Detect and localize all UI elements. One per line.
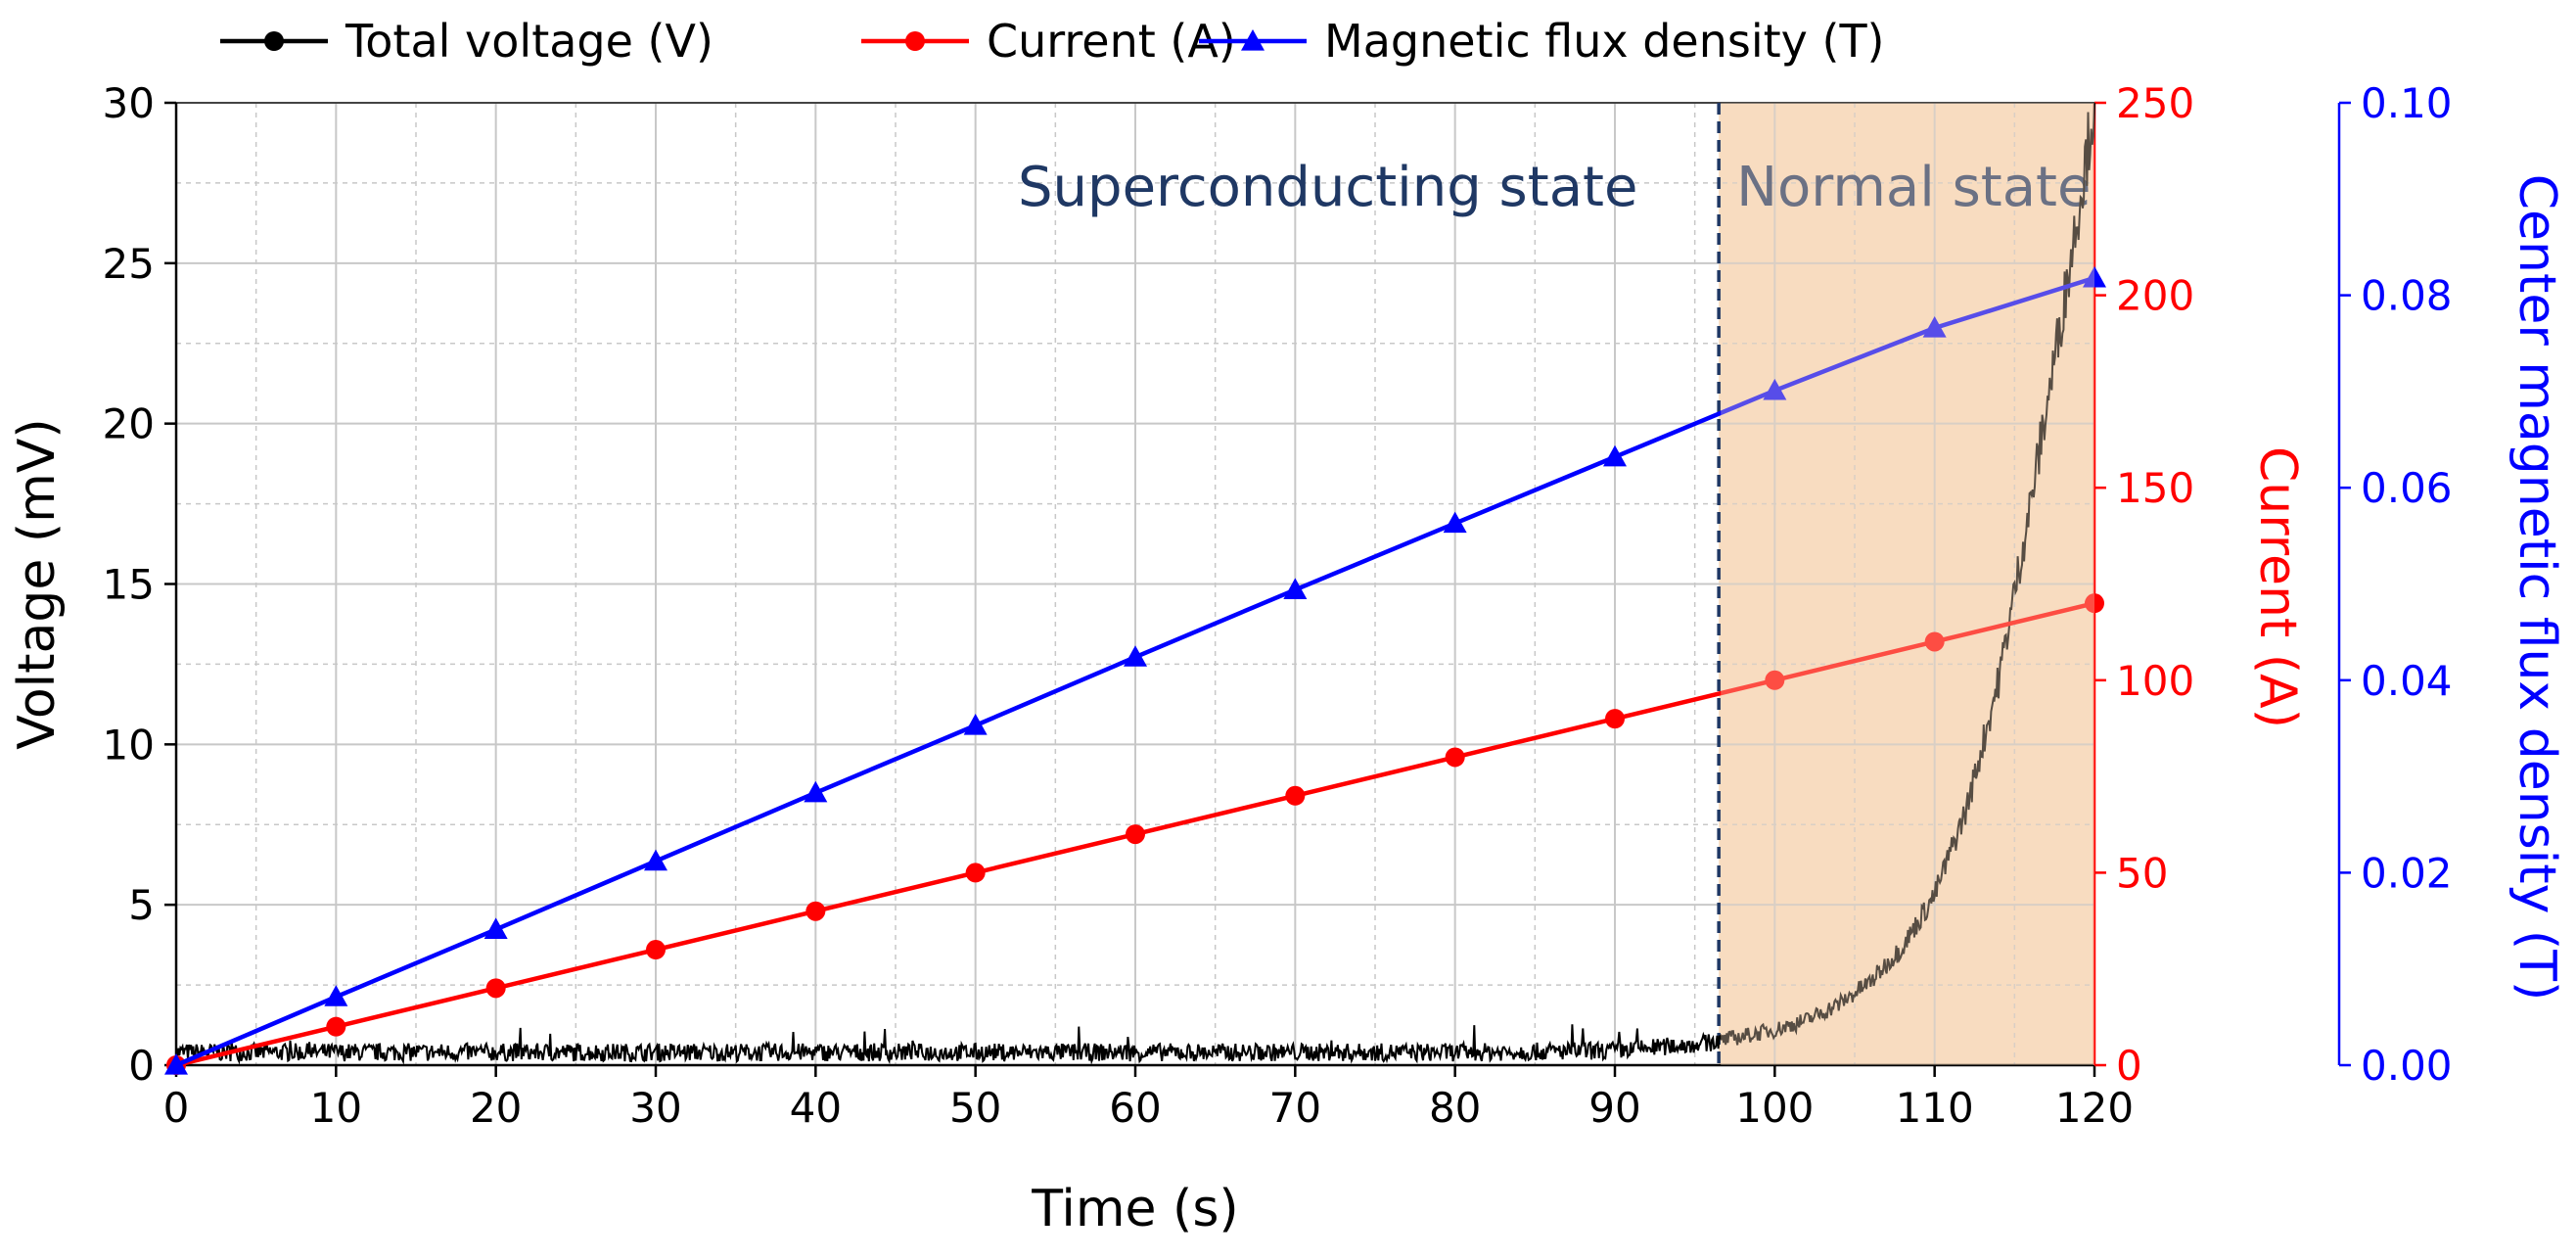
y-right-flux-axis-title: Center magnetic flux density (T) [2507, 174, 2566, 1002]
y-left-axis-title: Voltage (mV) [8, 418, 67, 749]
y-right-current-tick-label: 50 [2116, 849, 2168, 897]
y-right-flux-tick-label: 0.10 [2361, 79, 2453, 127]
legend-label: Total voltage (V) [345, 15, 713, 68]
flux-point [164, 1053, 188, 1075]
x-tick-label: 0 [163, 1084, 190, 1132]
flux-point [804, 780, 828, 803]
current-point [965, 863, 986, 883]
current-point [326, 1016, 346, 1037]
y-left-tick-label: 20 [103, 400, 155, 448]
current-point [1285, 785, 1306, 806]
series-voltage-line [175, 102, 2095, 1065]
current-point [1605, 709, 1625, 729]
legend-marker [1241, 29, 1265, 51]
x-tick-label: 100 [1735, 1084, 1814, 1132]
flux-point [1763, 378, 1787, 400]
x-tick-label: 70 [1269, 1084, 1321, 1132]
y-left-tick-label: 0 [128, 1042, 155, 1090]
y-right-flux-tick-label: 0.04 [2361, 657, 2453, 705]
y-left-tick-label: 5 [128, 881, 155, 929]
flux-point [963, 714, 988, 735]
y-left-tick-label: 15 [103, 561, 155, 609]
y-left-tick-label: 25 [103, 240, 155, 288]
flux-point [483, 917, 508, 939]
y-right-current-tick-label: 100 [2116, 657, 2194, 705]
y-right-flux-tick-label: 0.00 [2361, 1042, 2453, 1090]
x-tick-label: 90 [1588, 1084, 1640, 1132]
legend-marker [264, 31, 284, 51]
current-point [1924, 631, 1945, 652]
y-right-current-tick-label: 200 [2116, 272, 2194, 320]
y-right-current-tick-label: 250 [2116, 79, 2194, 127]
y-right-current-tick-label: 150 [2116, 464, 2194, 512]
legend-label: Current (A) [987, 15, 1236, 68]
current-point [805, 901, 826, 921]
y-right-flux-tick-label: 0.06 [2361, 464, 2453, 512]
flux-point [644, 849, 667, 871]
y-right-current-tick-label: 0 [2116, 1042, 2142, 1090]
flux-point [324, 985, 348, 1006]
y-left-tick-label: 10 [103, 721, 155, 769]
x-axis-title: Time (s) [1031, 1180, 1238, 1238]
normal-state-overlay [1721, 103, 2094, 1065]
flux-point [1283, 578, 1308, 599]
y-left-tick-label: 30 [103, 79, 155, 127]
current-point [1445, 747, 1465, 768]
x-tick-label: 110 [1896, 1084, 1974, 1132]
flux-point [1603, 444, 1627, 467]
current-point [1765, 670, 1785, 690]
x-tick-label: 50 [949, 1084, 1001, 1132]
x-tick-label: 10 [310, 1084, 362, 1132]
x-tick-label: 30 [629, 1084, 681, 1132]
flux-point [1124, 645, 1147, 667]
flux-point [2083, 265, 2106, 288]
current-point [1126, 824, 1145, 845]
x-tick-label: 120 [2055, 1084, 2134, 1132]
x-tick-label: 60 [1109, 1084, 1161, 1132]
y-right-current-axis-title: Current (A) [2248, 446, 2307, 728]
current-point [485, 978, 506, 999]
annotation-superconducting: Superconducting state [1018, 156, 1637, 219]
y-right-flux-tick-label: 0.08 [2361, 272, 2453, 320]
flux-point [1922, 316, 1947, 338]
legend-label: Magnetic flux density (T) [1324, 15, 1885, 68]
current-point [2085, 593, 2104, 614]
flux-point [1443, 511, 1467, 534]
current-point [646, 940, 666, 960]
y-right-flux-tick-label: 0.02 [2361, 849, 2453, 897]
legend-marker [905, 31, 925, 51]
annotation-normal: Normal state [1736, 156, 2091, 219]
x-tick-label: 40 [790, 1084, 842, 1132]
x-tick-label: 20 [470, 1084, 522, 1132]
x-tick-label: 80 [1429, 1084, 1481, 1132]
